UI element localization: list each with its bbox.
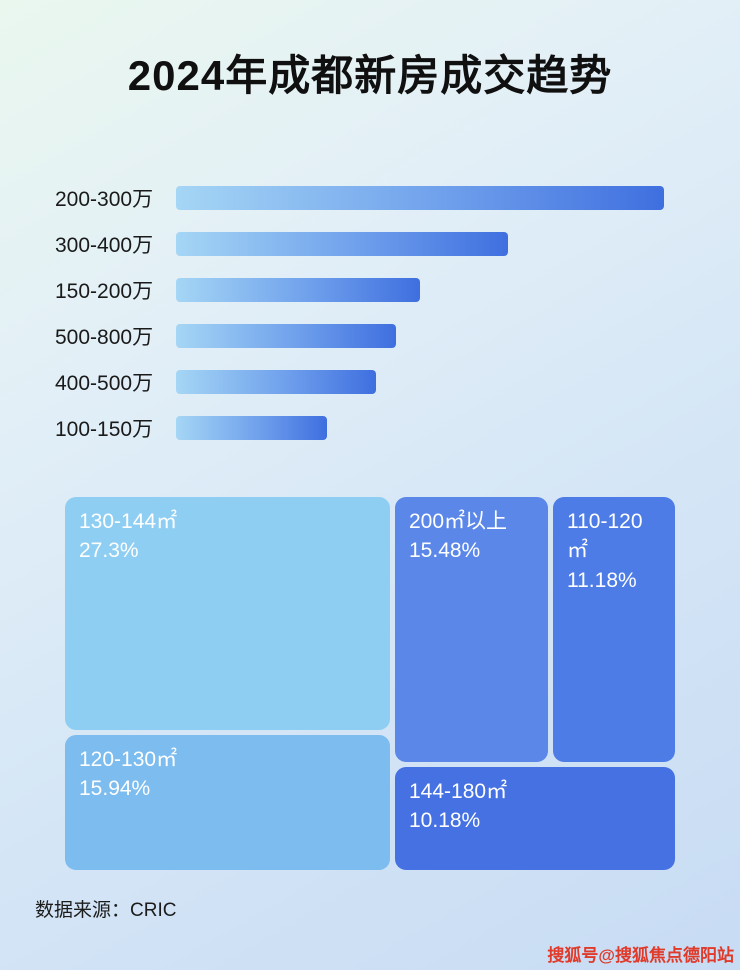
area-size-treemap: 130-144㎡ 27.3% 120-130㎡ 15.94% 200㎡以上 15… (65, 497, 675, 870)
treemap-cell: 120-130㎡ 15.94% (65, 735, 390, 870)
bar-fill (176, 370, 377, 394)
bar-track (176, 186, 664, 210)
bar-row: 100-150万 (55, 416, 695, 441)
treemap-cell-label: 120-130㎡ (79, 748, 178, 771)
data-source-note: 数据来源：CRIC (35, 900, 177, 921)
treemap-cell-value: 15.48% (409, 539, 481, 563)
bar-row: 500-800万 (55, 324, 695, 349)
bar-fill (176, 324, 396, 348)
page-title: 2024年成都新房成交趋势 (127, 52, 613, 99)
bar-fill (176, 186, 664, 210)
bar-track (176, 416, 664, 440)
bar-category-label: 300-400万 (55, 234, 154, 257)
bar-track (176, 278, 664, 302)
treemap-cell: 144-180㎡ 10.18% (395, 767, 675, 870)
bar-fill (176, 416, 328, 440)
price-range-bar-chart: 200-300万 300-400万 150-200万 500-800万 400-… (55, 186, 695, 462)
treemap-cell-value: 27.3% (79, 539, 139, 563)
treemap-cell: 110-120㎡ 11.18% (553, 497, 675, 762)
bar-fill (176, 232, 508, 256)
treemap-cell-label: 144-180㎡ (409, 780, 508, 803)
bar-track (176, 370, 664, 394)
treemap-cell-label: 200㎡以上 (409, 510, 508, 533)
bar-category-label: 500-800万 (55, 326, 154, 349)
watermark-text: 搜狐号@搜狐焦点德阳站 (547, 946, 734, 965)
bar-category-label: 150-200万 (55, 280, 154, 303)
treemap-cell-value: 11.18% (567, 568, 637, 592)
treemap-cell: 130-144㎡ 27.3% (65, 497, 390, 730)
treemap-cell-value: 15.94% (79, 777, 151, 801)
bar-category-label: 200-300万 (55, 188, 154, 211)
bar-row: 150-200万 (55, 278, 695, 303)
bar-track (176, 232, 664, 256)
treemap-cell-label: 110-120㎡ (567, 510, 643, 563)
bar-row: 400-500万 (55, 370, 695, 395)
treemap-cell: 200㎡以上 15.48% (395, 497, 548, 762)
treemap-cell-label: 130-144㎡ (79, 510, 178, 533)
bar-row: 200-300万 (55, 186, 695, 211)
bar-category-label: 400-500万 (55, 372, 154, 395)
bar-track (176, 324, 664, 348)
bar-row: 300-400万 (55, 232, 695, 257)
treemap-cell-value: 10.18% (409, 809, 481, 833)
bar-category-label: 100-150万 (55, 418, 154, 441)
bar-fill (176, 278, 420, 302)
